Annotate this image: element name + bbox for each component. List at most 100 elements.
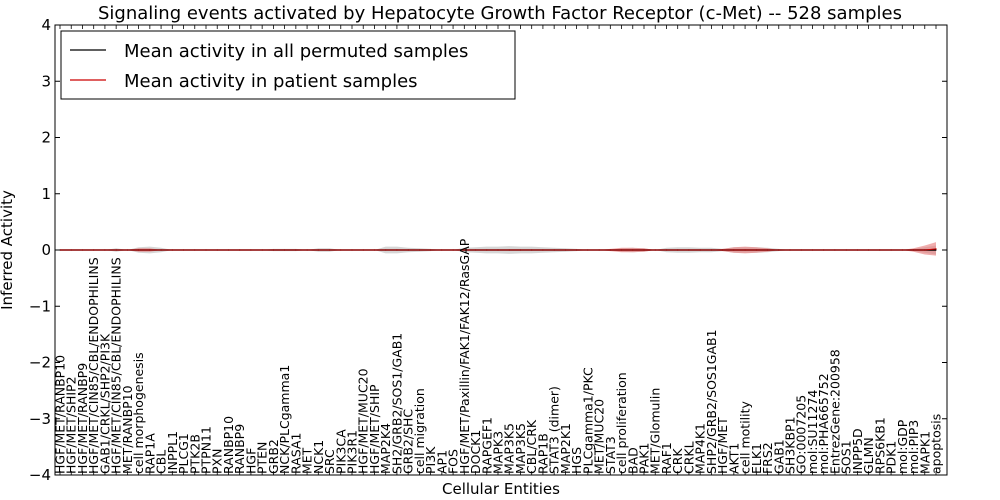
series-1-point (766, 249, 769, 251)
y-axis-label: Inferred Activity (0, 190, 16, 310)
x-tick-label: HGF (243, 448, 258, 474)
series-1-point (418, 249, 420, 251)
series-1-point (149, 249, 151, 251)
x-tick-label: cell morphogenesis (131, 352, 146, 474)
x-tick-label: SOS1 (839, 440, 854, 474)
series-1-point (890, 249, 892, 251)
x-tick-label: FRS2 (760, 442, 775, 474)
series-1-point (328, 249, 331, 251)
series-1-point (295, 249, 297, 251)
y-tick-label: 0 (41, 241, 51, 259)
x-tick-label: MET (300, 447, 315, 474)
series-1-point (609, 249, 611, 251)
x-tick-label: RASA1 (288, 433, 303, 474)
x-tick-label: SRC (322, 449, 337, 474)
x-tick-label: SHP2/GRB2/SOS1GAB1 (704, 329, 719, 474)
x-tick-label: MAP2K1 (558, 423, 573, 474)
x-tick-label: PAK1 (637, 443, 652, 474)
plot-frame (54, 24, 948, 476)
x-tick-label: mol:SU11274 (805, 390, 820, 474)
x-tick-label: MET/MUC20 (592, 399, 607, 474)
series-1-point (81, 249, 84, 251)
series-1-point (587, 249, 589, 251)
x-tick-label: GAB1/CRKL/SHP2/PI3K (97, 333, 112, 474)
x-tick-label: MAPK3 (491, 431, 506, 474)
series-1-point (553, 249, 555, 251)
series-1-point (205, 249, 207, 251)
y-tick-label: 2 (41, 129, 51, 147)
x-tick-label: PXN (210, 449, 225, 474)
x-tick-label: mol:PIP3 (906, 420, 921, 474)
series-1-point (564, 249, 567, 251)
series-1-point (138, 249, 140, 251)
series-1-point (70, 249, 72, 251)
series-1-point (620, 249, 623, 251)
x-tick-label: GRB2 (266, 439, 281, 474)
x-tick-label: HGF/MET/CIN85/CBL/ENDOPHILINS (109, 257, 124, 474)
series-1-point (542, 249, 544, 251)
legend-label-patient: Mean activity in patient samples (124, 71, 418, 92)
series-1-point (924, 249, 926, 251)
series-1-point (93, 249, 95, 251)
series-1-point (182, 249, 185, 251)
x-tick-label: GO:0007205 (794, 395, 809, 474)
series-1-point (699, 249, 701, 251)
y-axis: −4 −3 −2 −1 0 1 2 3 4 (29, 16, 947, 484)
series-1-point (665, 249, 668, 251)
x-tick-label: PTEN (255, 442, 270, 474)
x-tick-label: PDK1 (884, 441, 899, 474)
x-tick-label: PTK2B (187, 434, 202, 474)
x-tick-label: RAP1B (535, 433, 550, 474)
legend-label-permuted: Mean activity in all permuted samples (124, 41, 468, 62)
series-1-point (239, 249, 241, 251)
x-tick-label: MAP3K5 (513, 423, 528, 474)
series-1-point (531, 249, 533, 251)
x-tick-label: INPP5D (850, 428, 865, 474)
series-1-point (834, 249, 836, 251)
series-1-point (800, 249, 802, 251)
x-tick-label: CBL/CRK (524, 419, 539, 474)
series-1-point (632, 249, 634, 251)
series-1-point (250, 249, 252, 251)
x-tick-label: CRKL (681, 441, 696, 474)
x-tick-label: RAPGEF1 (479, 417, 494, 474)
series-1-point (901, 249, 903, 251)
series-1-point (733, 249, 735, 251)
x-tick-label: RAP1A (142, 433, 157, 474)
series-0-point (935, 249, 937, 251)
series-1-point (823, 249, 825, 251)
x-tick-label: RPS6KB1 (872, 417, 887, 474)
x-tick-label: cell proliferation (614, 372, 629, 474)
x-tick-label: cell migration (412, 388, 427, 474)
x-tick-label: apoptosis (929, 414, 944, 474)
series-1-point (856, 249, 859, 251)
series-1-point (677, 249, 679, 251)
series-1-point (317, 249, 319, 251)
series-1-point (407, 249, 409, 251)
y-tick-label: −4 (29, 466, 51, 484)
x-tick-label: BAD (625, 447, 640, 474)
x-tick-label: HGF/MET/RANBP9 (75, 363, 90, 474)
x-tick-label: SH2/GRB2/SOS1/GAB1 (389, 333, 404, 474)
series-1-point (935, 248, 937, 250)
series-1-point (362, 249, 364, 251)
x-axis-label: Cellular Entities (442, 480, 560, 498)
x-tick-label: HGF/MET/SHIP (367, 384, 382, 474)
series-1-point (688, 249, 690, 251)
y-tick-label: −3 (29, 410, 51, 428)
series-1-point (452, 249, 454, 251)
chart-title: Signaling events activated by Hepatocyte… (98, 3, 902, 24)
x-tick-label: MAP2K4 (378, 423, 393, 474)
x-tick-label: EntrezGene:200958 (827, 349, 842, 474)
x-tick-label: mol:PHA665752 (816, 373, 831, 474)
series-1-point (486, 249, 488, 251)
x-tick-label: HGF/MET/CIN85/CBL/ENDOPHILINS (86, 257, 101, 474)
series-1-point (508, 249, 510, 251)
x-tick-label: CBL (154, 450, 169, 474)
y-tick-label: 1 (41, 185, 51, 203)
series-1-point (811, 249, 814, 251)
x-tick-label: GAB1 (771, 439, 786, 474)
series-1-point (744, 249, 746, 251)
x-tick-label: NCK1 (311, 440, 326, 474)
y-tick-label: −1 (29, 297, 51, 315)
